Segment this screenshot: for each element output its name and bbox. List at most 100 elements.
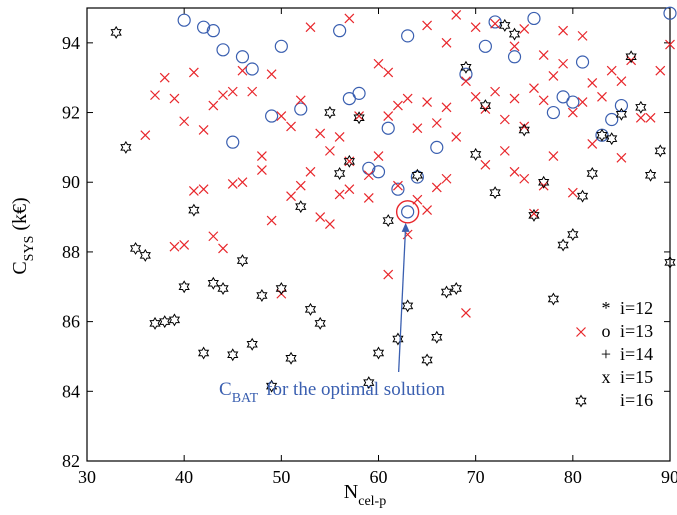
cross-point — [567, 187, 578, 198]
circle-point — [206, 24, 220, 38]
legend-symbol: + — [601, 344, 611, 364]
cross-point — [383, 67, 394, 78]
x-tick-label: 80 — [564, 467, 582, 487]
hexagram-point — [654, 144, 666, 158]
hexagram-point — [479, 99, 492, 113]
x-tick-labels: 30 40 50 60 70 80 90 — [78, 467, 677, 487]
cross-point — [529, 83, 539, 94]
cross-point — [422, 20, 433, 31]
hexagram-point — [265, 379, 278, 393]
cross-point — [451, 10, 462, 20]
hexagram-point — [246, 337, 258, 351]
y-tick-label: 82 — [62, 451, 80, 471]
cross-point — [324, 145, 335, 156]
cross-point — [567, 107, 578, 118]
circle-point — [197, 20, 211, 34]
hexagram-point — [586, 167, 598, 181]
hexagram-point — [129, 241, 142, 255]
hexagram-point — [372, 346, 385, 360]
circle-point — [401, 205, 415, 219]
circle-point — [177, 13, 191, 27]
cross-point — [305, 22, 316, 33]
hexagram-point — [567, 228, 579, 241]
cross-point — [266, 69, 277, 80]
cross-point — [558, 58, 569, 69]
legend-entry: + i=14 — [601, 344, 653, 364]
hexagram-point — [314, 316, 326, 330]
hexagram-point — [499, 18, 511, 32]
circle-point — [507, 50, 522, 64]
cross-point — [402, 93, 413, 104]
legend-entry: o i=13 — [576, 321, 653, 341]
y-tick-labels: 82 84 86 88 90 92 94 — [62, 33, 80, 471]
cross-point — [490, 86, 501, 97]
x-tick-label: 40 — [175, 467, 193, 487]
cross-point — [315, 128, 326, 139]
hexagram-point — [440, 285, 453, 299]
cross-point — [169, 241, 180, 252]
cross-point — [198, 125, 209, 135]
circle-point — [391, 182, 405, 196]
cross-point — [295, 95, 306, 106]
annotation-arrow-line — [398, 225, 407, 373]
y-axis-title: CSYS (k€) — [9, 197, 37, 274]
hexagram-point — [431, 330, 443, 344]
cross-point — [198, 184, 209, 195]
hexagram-point — [518, 123, 530, 137]
cross-point — [208, 100, 219, 111]
legend-entry: i=16 — [575, 390, 653, 410]
cross-point — [393, 180, 403, 191]
circle-point — [245, 62, 259, 76]
cross-point — [519, 23, 530, 34]
cross-point — [208, 231, 219, 242]
cross-point — [587, 77, 598, 88]
cross-point — [422, 205, 433, 216]
cross-point — [334, 132, 345, 142]
hexagram-point — [363, 376, 375, 390]
hexagram-point — [576, 189, 589, 203]
cross-point — [616, 76, 627, 87]
circle-point — [401, 29, 415, 43]
cross-point — [373, 58, 384, 69]
circle-point — [352, 86, 366, 100]
circle-point — [430, 140, 444, 154]
cross-point — [577, 97, 588, 108]
cross-point — [665, 39, 675, 50]
cross-point — [383, 111, 394, 121]
circle-point — [235, 50, 250, 64]
legend-entry: * i=12 — [602, 298, 654, 318]
hexagram-point — [149, 316, 161, 330]
cross-point — [470, 91, 481, 102]
cross-point — [218, 243, 228, 254]
x-tick-label: 90 — [661, 467, 677, 487]
hexagram-point — [615, 107, 628, 121]
hexagram-point — [596, 128, 608, 142]
circle-point — [527, 11, 541, 26]
circle-point — [294, 102, 308, 116]
hexagram-point — [557, 238, 569, 252]
cross-point — [295, 180, 306, 191]
circle-point — [216, 43, 230, 57]
hexagram-point — [168, 313, 181, 327]
legend-marker — [575, 394, 587, 408]
x-tick-label: 60 — [370, 467, 388, 487]
cross-point — [431, 118, 442, 128]
cross-point — [169, 93, 180, 104]
legend-label: i=15 — [620, 367, 653, 387]
hexagram-point — [343, 154, 355, 168]
hexagram-point — [295, 200, 307, 214]
hexagram-point — [139, 248, 151, 262]
cross-point — [276, 111, 287, 121]
hexagram-point — [275, 282, 287, 296]
cross-point — [499, 114, 510, 125]
cross-point — [324, 219, 335, 229]
hexagram-point — [538, 175, 550, 189]
cross-point — [344, 184, 355, 195]
y-tick-label: 94 — [62, 33, 80, 53]
hexagram-point — [188, 203, 200, 217]
y-axis-title-group: CSYS (k€) — [9, 197, 37, 274]
cross-point — [577, 30, 588, 41]
cross-point — [179, 240, 190, 250]
cross-point — [635, 112, 646, 123]
cross-point — [227, 179, 238, 189]
